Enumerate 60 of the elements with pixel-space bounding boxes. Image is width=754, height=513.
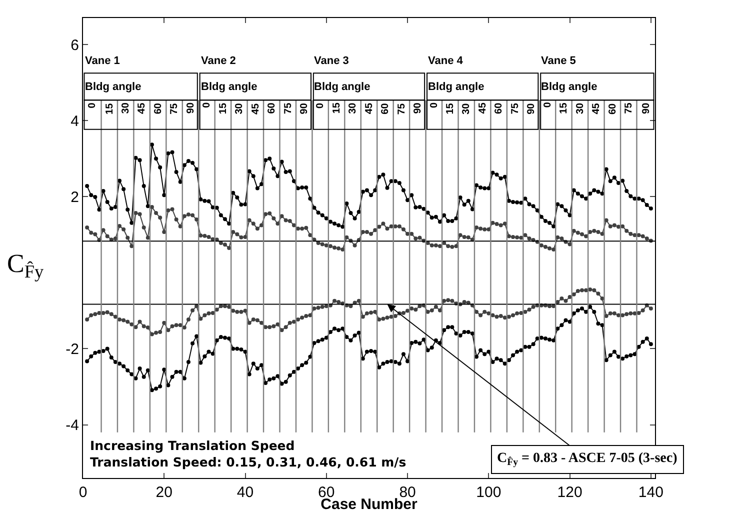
annotation: 75 [169,102,180,114]
annotation: 75 [624,102,635,114]
y-tick-label: 4 [70,112,79,130]
y-axis-title: C$_{F̂y}$ [7,249,44,282]
annotation: 45 [250,102,262,115]
annotation: 0 [87,102,98,108]
y-tick-label: 2 [70,188,79,206]
annotation: 75 [282,102,294,114]
y-tick-label: 6 [70,36,79,54]
annotation: 60 [152,102,164,114]
annotation: 15 [445,102,456,114]
annotation: 45 [591,102,602,114]
annotation: 90 [298,102,310,114]
y-tick-label: -2 [66,340,79,358]
annotation: 75 [396,103,408,115]
annotation: 90 [640,102,652,114]
annotation: 90 [412,102,424,114]
annotation: 15 [104,102,116,114]
annotation: 0 [542,102,554,108]
annotation: Increasing Translation Speed [90,438,295,453]
x-tick-label: 0 [78,484,88,501]
annotation: Vane 2 [201,55,236,67]
y-tick-label: -4 [66,417,79,434]
annotation: 0 [428,102,440,108]
x-tick-label: 40 [236,484,254,501]
x-tick-label: 20 [156,484,172,501]
annotation: 60 [266,102,278,114]
annotation: Vane 4 [428,55,464,67]
annotation: Vane 1 [85,55,120,67]
annotation: 15 [218,102,229,114]
annotation: 45 [136,102,148,114]
annotation: 30 [120,102,132,114]
x-tick-label: 100 [476,484,502,501]
annotation: Bldg angle [541,81,598,93]
annotation: 30 [234,102,246,114]
annotation: Vane 5 [541,55,576,67]
annotation: C$_{F̂y}$ = 0.83 - ASCE 7-05 (3-sec) [497,451,678,468]
annotation: Translation Speed: 0.15, 0.31, 0.46, 0.61 m/s [90,454,406,470]
annotation: Bldg angle [85,81,142,93]
annotation: 0 [315,102,326,108]
annotation: 45 [364,102,375,114]
annotation: Vane 3 [314,55,349,67]
annotation: 30 [574,102,586,114]
annotation: Bldg angle [314,81,370,93]
annotation: 90 [185,102,196,114]
annotation: Bldg angle [201,81,258,93]
annotation: 60 [494,102,505,114]
annotation: 15 [331,102,342,114]
annotation: 30 [348,102,359,114]
annotation: 60 [380,102,392,114]
annotation: 30 [461,102,472,114]
annotation: 45 [477,102,488,114]
annotation: 60 [607,102,618,115]
annotation: 75 [510,102,521,114]
x-tick-label: 120 [557,484,582,501]
annotation: 15 [558,102,570,114]
annotation: 90 [526,102,538,114]
annotation: Bldg angle [428,81,484,93]
annotation: 0 [202,102,213,108]
x-tick-label: 140 [638,484,664,501]
